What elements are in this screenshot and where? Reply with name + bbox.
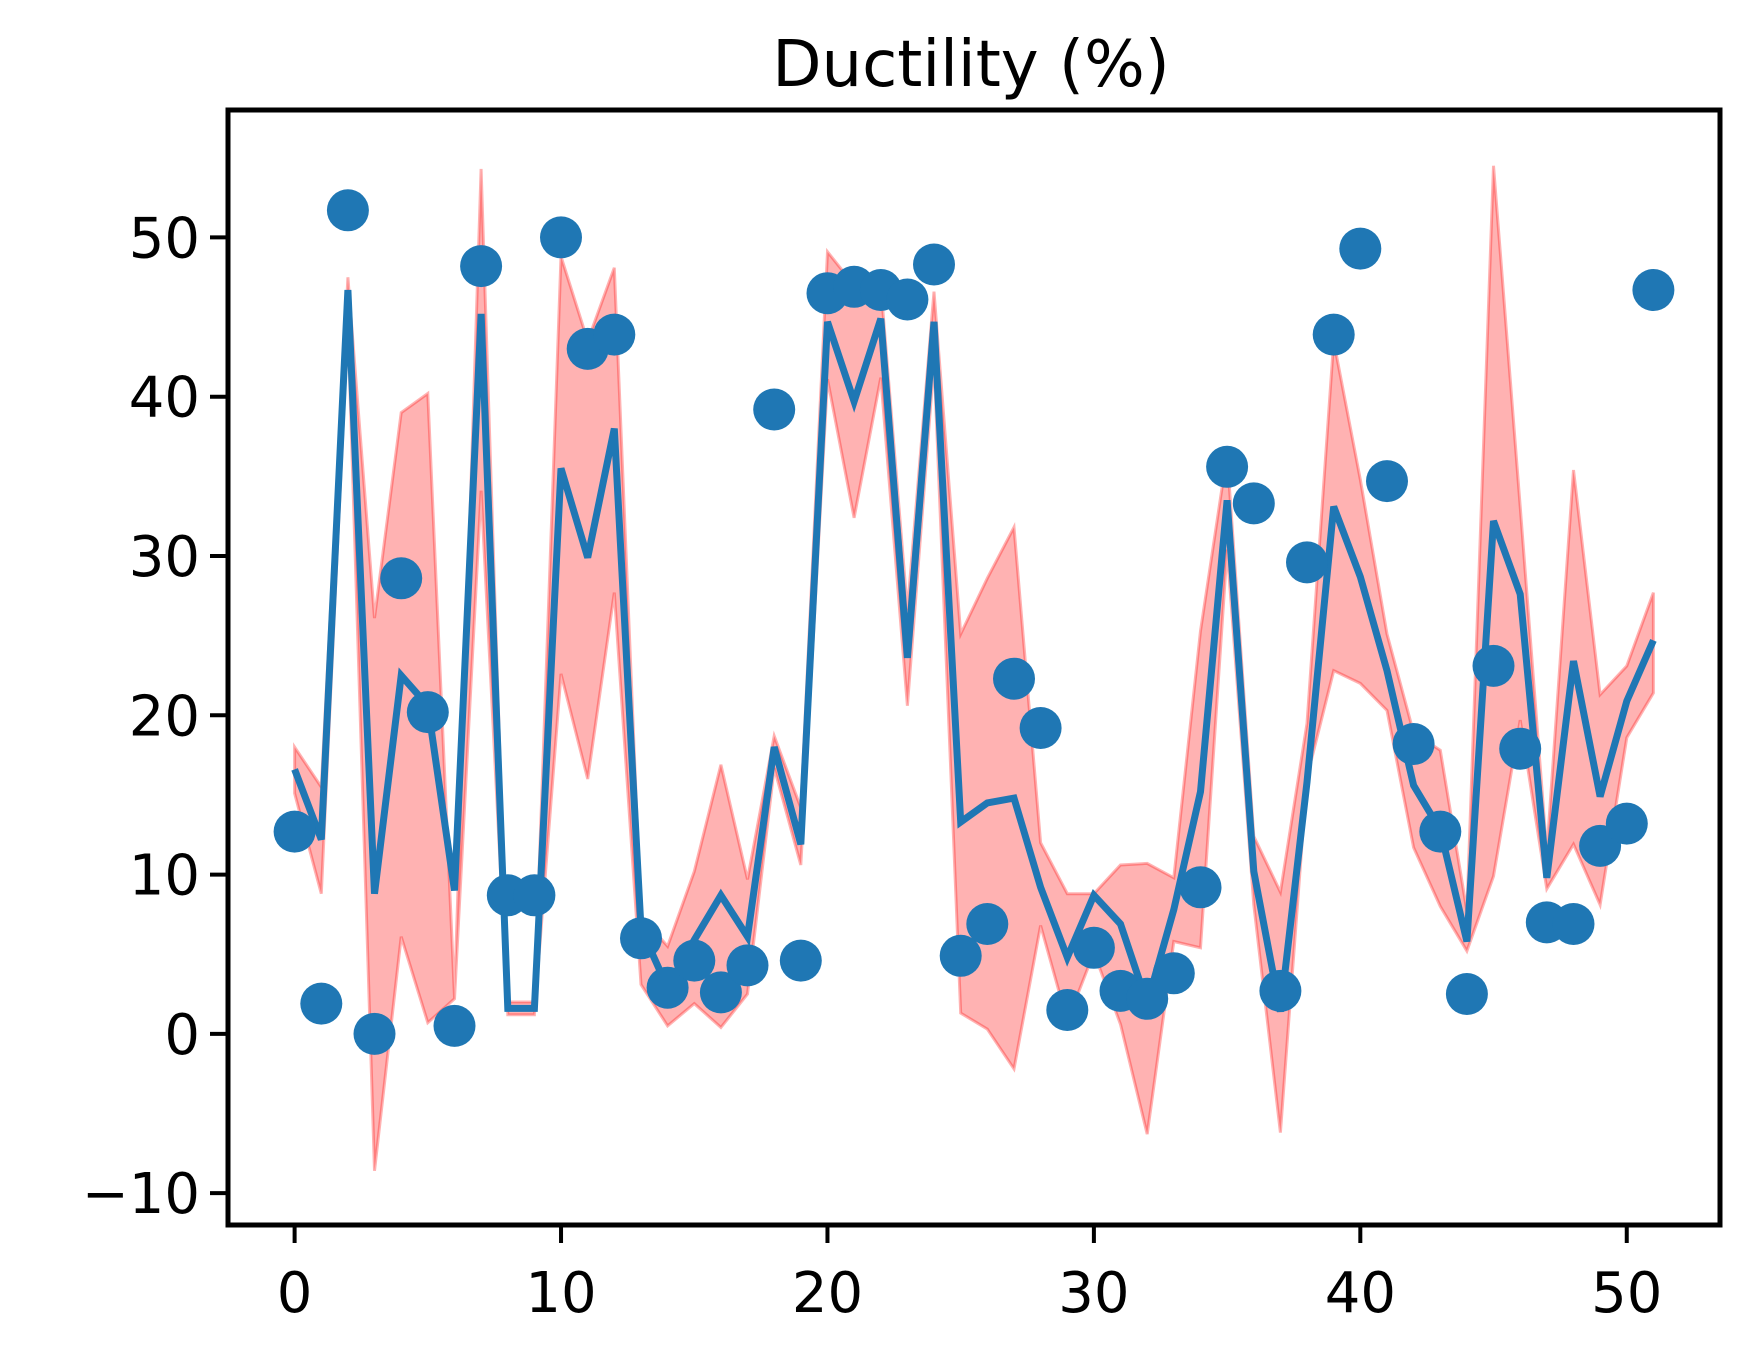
observed-point: [673, 939, 716, 982]
observed-point: [433, 1004, 476, 1047]
observed-point: [753, 388, 796, 431]
observed-point: [699, 971, 742, 1014]
y-axis-ticks: −10 0 10 20 30 40 50: [82, 206, 228, 1227]
x-tick-label: 30: [1058, 1261, 1129, 1326]
observed-point: [326, 189, 369, 232]
x-tick-label: 0: [277, 1261, 313, 1326]
observed-point: [1499, 727, 1542, 770]
observed-point: [1072, 926, 1115, 969]
x-tick-label: 20: [792, 1261, 863, 1326]
observed-point: [726, 944, 769, 987]
observed-point: [939, 934, 982, 977]
observed-point: [620, 917, 662, 960]
observed-points-layer: [273, 189, 1675, 1055]
observed-point: [1206, 445, 1249, 488]
observed-point: [779, 939, 822, 982]
observed-point: [460, 245, 503, 288]
y-tick-label: 30: [129, 525, 200, 590]
x-tick-label: 50: [1591, 1261, 1662, 1326]
observed-point: [1419, 810, 1462, 853]
observed-point: [913, 243, 955, 286]
observed-point: [646, 966, 689, 1009]
observed-point: [300, 982, 343, 1025]
y-tick-label: −10: [82, 1162, 200, 1227]
observed-point: [1339, 227, 1382, 270]
observed-point: [1605, 802, 1648, 845]
observed-point: [1366, 460, 1408, 503]
observed-point: [1179, 866, 1222, 909]
axes-frame: [225, 107, 1723, 1228]
prediction-band-layer: [293, 165, 1655, 1171]
observed-point: [1552, 903, 1595, 945]
observed-point: [1445, 973, 1488, 1015]
observed-point: [993, 657, 1035, 700]
y-tick-label: 20: [129, 684, 200, 749]
prediction-band: [293, 165, 1655, 1171]
observed-point: [1046, 989, 1089, 1031]
plot-area: [273, 165, 1675, 1171]
observed-point: [1232, 482, 1275, 525]
observed-point: [966, 903, 1009, 945]
predicted-line: [291, 289, 1657, 1016]
x-tick-label: 40: [1325, 1261, 1396, 1326]
observed-point: [513, 874, 556, 917]
y-tick-label: 50: [129, 206, 200, 271]
y-tick-label: 40: [129, 366, 200, 431]
observed-point: [1472, 644, 1515, 687]
observed-point: [1259, 969, 1302, 1012]
observed-point: [1312, 313, 1355, 356]
y-tick-label: 0: [164, 1003, 200, 1068]
observed-point: [1126, 977, 1169, 1020]
observed-point: [353, 1012, 396, 1055]
x-axis-ticks: 0 10 20 30 40 50: [277, 1225, 1662, 1326]
observed-point: [593, 313, 636, 356]
observed-point: [406, 691, 449, 734]
observed-point: [1286, 541, 1328, 584]
observed-point: [1152, 952, 1195, 995]
observed-point: [380, 557, 423, 600]
observed-point: [1392, 723, 1435, 765]
predicted-line-layer: [291, 289, 1657, 1016]
observed-point: [273, 810, 316, 853]
observed-point: [886, 278, 929, 321]
observed-point: [1019, 707, 1062, 749]
observed-point: [1632, 269, 1675, 311]
observed-point: [540, 216, 582, 259]
y-tick-label: 10: [129, 844, 200, 909]
chart-title: Ductility (%): [772, 28, 1170, 102]
x-tick-label: 10: [525, 1261, 596, 1326]
